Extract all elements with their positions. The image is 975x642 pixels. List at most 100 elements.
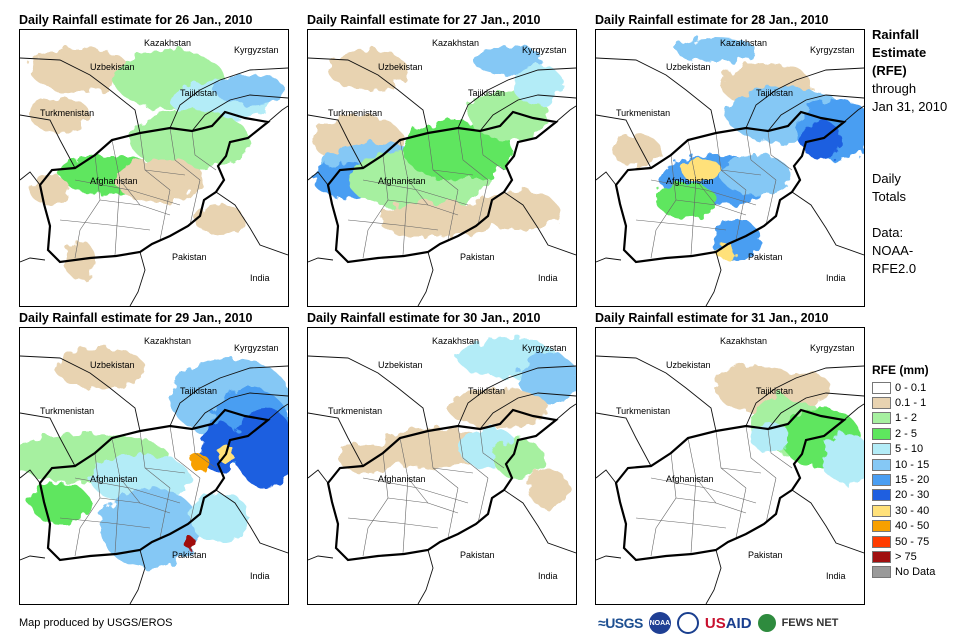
country-boundary <box>308 469 329 484</box>
rainfall-area <box>781 373 831 403</box>
country-boundary <box>308 114 364 169</box>
country-label-kyrgyzstan: Kyrgyzstan <box>522 343 567 353</box>
province-boundary <box>447 189 459 241</box>
country-boundary <box>596 57 717 134</box>
rainfall-area <box>801 120 841 160</box>
legend-label: 5 - 10 <box>895 443 924 456</box>
afghanistan-border <box>326 408 559 562</box>
province-boundary <box>144 467 186 474</box>
province-boundary <box>387 199 459 216</box>
country-boundary <box>191 392 288 430</box>
legend-title: RFE (mm) <box>872 363 929 377</box>
legend-label: 30 - 40 <box>895 504 930 517</box>
province-boundary <box>347 517 439 529</box>
legend-swatch <box>872 474 891 487</box>
country-boundary <box>20 114 76 169</box>
country-boundary <box>169 365 288 427</box>
country-label-india: India <box>538 273 558 283</box>
map-frame: Kazakhstan Kyrgyzstan Uzbekistan Tajikistan… <box>19 29 289 307</box>
province-boundary <box>767 130 793 171</box>
rainfall-map <box>596 38 864 306</box>
country-label-kazakhstan: Kazakhstan <box>720 38 768 48</box>
rainfall-map <box>20 348 288 604</box>
province-boundary <box>650 179 757 206</box>
country-label-afghanistan: Afghanistan <box>378 176 426 186</box>
rainfall-layer <box>313 45 563 238</box>
panel-title: Daily Rainfall estimate for 31 Jan., 201… <box>595 311 829 325</box>
fews-globe-icon <box>757 614 776 632</box>
country-boundary <box>596 355 717 432</box>
country-boundary <box>745 365 864 427</box>
province-boundary <box>745 425 777 479</box>
sidebar-data-2: NOAA- <box>872 243 914 258</box>
sidebar-data-1: Data: <box>872 225 904 240</box>
sidebar-daily-1: Daily <box>872 171 901 186</box>
country-boundary <box>479 94 576 132</box>
noaa-logo: NOAA <box>648 612 671 634</box>
country-boundary <box>267 403 288 421</box>
legend-swatch <box>872 443 891 456</box>
rainfall-area <box>195 205 245 235</box>
panel-title: Daily Rainfall estimate for 28 Jan., 201… <box>595 13 829 27</box>
legend-label: 2 - 5 <box>895 427 918 440</box>
usgs-logo: ≈USGS <box>598 615 643 631</box>
legend-item: 5 - 10 <box>872 442 935 457</box>
country-label-turkmenistan: Turkmenistan <box>616 406 671 416</box>
rainfall-area <box>528 468 568 508</box>
rainfall-area <box>611 135 661 165</box>
country-boundary <box>843 105 864 123</box>
province-boundary <box>74 229 81 259</box>
legend-swatch <box>872 566 891 579</box>
legend-item: 50 - 75 <box>872 534 935 549</box>
rainfall-area <box>30 97 90 133</box>
country-boundary <box>20 355 141 432</box>
province-boundary <box>189 179 201 226</box>
sidebar-title-line1: Rainfall <box>872 27 919 42</box>
province-boundary <box>765 477 777 524</box>
sidebar-title-line2: Estimate <box>872 45 927 60</box>
country-boundary <box>596 412 652 467</box>
legend-label: 0.1 - 1 <box>895 397 927 410</box>
country-label-india: India <box>250 273 270 283</box>
fews-net-logo: FEWS NET <box>781 617 839 629</box>
province-boundary <box>650 477 757 504</box>
province-boundary <box>402 477 409 554</box>
country-boundary <box>791 191 864 256</box>
country-boundary <box>417 549 434 604</box>
rainfall-area <box>681 158 721 182</box>
legend-label: 15 - 20 <box>895 474 930 487</box>
province-boundary <box>59 219 151 231</box>
rainfall-area <box>184 537 196 549</box>
sidebar-through: through <box>872 81 917 96</box>
country-boundary <box>596 114 652 169</box>
country-label-india: India <box>826 273 846 283</box>
legend-item: 30 - 40 <box>872 503 935 518</box>
sidebar-data-3: RFE2.0 <box>872 261 917 276</box>
country-boundary <box>767 94 864 132</box>
province-boundary <box>169 127 201 181</box>
country-label-tajikistan: Tajikistan <box>180 386 218 396</box>
country-label-kazakhstan: Kazakhstan <box>432 336 480 346</box>
rainfall-area <box>448 388 548 428</box>
province-boundary <box>767 428 793 469</box>
rainfall-area <box>55 348 145 388</box>
country-boundary <box>215 191 288 256</box>
country-label-india: India <box>826 571 846 581</box>
country-label-turkmenistan: Turkmenistan <box>616 108 671 118</box>
legend-item: 40 - 50 <box>872 519 935 534</box>
country-boundary <box>215 489 288 554</box>
country-boundary <box>308 257 334 263</box>
province-boundary <box>745 127 777 181</box>
province-boundary <box>159 189 171 241</box>
rainfall-area <box>676 38 756 62</box>
map-frame: Kazakhstan Kyrgyzstan Uzbekistan Tajikistan… <box>595 29 865 307</box>
usaid-seal-icon <box>676 612 699 634</box>
country-label-kyrgyzstan: Kyrgyzstan <box>234 45 279 55</box>
legend-swatch <box>872 458 891 471</box>
country-boundary <box>705 549 722 604</box>
rainfall-area <box>518 353 576 403</box>
country-label-uzbekistan: Uzbekistan <box>666 360 711 370</box>
province-boundary <box>477 179 489 226</box>
country-label-kazakhstan: Kazakhstan <box>432 38 480 48</box>
province-boundary <box>169 425 201 479</box>
